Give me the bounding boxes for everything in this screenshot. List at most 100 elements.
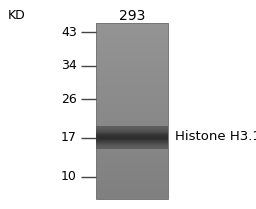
Bar (96, 128, 168, 130)
Bar (96, 33, 168, 35)
Bar (96, 80, 168, 82)
Bar (96, 138, 168, 139)
Bar (96, 50, 168, 52)
Bar (96, 131, 168, 133)
Text: 34: 34 (61, 59, 77, 72)
Bar (96, 31, 168, 33)
Bar (96, 146, 168, 147)
Text: KD: KD (8, 9, 25, 22)
Bar (96, 34, 168, 36)
Bar (96, 176, 168, 178)
Bar (96, 182, 168, 184)
Bar (96, 61, 168, 62)
Bar (96, 59, 168, 61)
Bar (96, 43, 168, 45)
Bar (96, 116, 168, 118)
Bar (96, 91, 168, 93)
Bar (96, 135, 168, 137)
Bar (96, 185, 168, 187)
Bar (96, 53, 168, 55)
Bar (96, 42, 168, 43)
Bar (96, 128, 168, 129)
Bar (96, 163, 168, 165)
Bar (96, 136, 168, 137)
Bar (96, 181, 168, 182)
Bar (96, 94, 168, 96)
Bar (96, 135, 168, 136)
Bar (96, 167, 168, 169)
Bar (96, 62, 168, 64)
Bar (96, 122, 168, 124)
Bar (96, 77, 168, 79)
Bar (96, 23, 168, 24)
Bar (96, 156, 168, 158)
Bar (96, 83, 168, 84)
Bar (96, 39, 168, 41)
Bar (96, 142, 168, 143)
Bar (96, 192, 168, 194)
Bar (96, 126, 168, 128)
Bar (96, 37, 168, 39)
Bar (96, 139, 168, 140)
Bar (96, 87, 168, 89)
Bar (96, 188, 168, 190)
Bar (96, 137, 168, 139)
Bar (96, 49, 168, 51)
Bar (96, 197, 168, 199)
Bar (96, 170, 168, 172)
Bar (96, 191, 168, 193)
Bar (96, 150, 168, 152)
Text: Histone H3.1: Histone H3.1 (175, 130, 256, 143)
Bar (96, 115, 168, 117)
Bar (96, 81, 168, 83)
Bar (96, 130, 168, 131)
Bar (96, 154, 168, 156)
Bar (96, 58, 168, 60)
Bar (96, 112, 168, 114)
Text: 43: 43 (61, 26, 77, 39)
Bar (96, 97, 168, 99)
Bar (96, 47, 168, 49)
Bar (96, 164, 168, 166)
Bar (96, 143, 168, 144)
Bar (96, 90, 168, 92)
Bar (96, 46, 168, 48)
Bar (96, 145, 168, 146)
Bar (96, 179, 168, 181)
Bar (96, 186, 168, 188)
Bar (96, 147, 168, 149)
Bar (96, 88, 168, 90)
Bar (96, 65, 168, 67)
Bar (96, 148, 168, 149)
Bar (96, 56, 168, 58)
Bar (96, 189, 168, 191)
Bar (96, 69, 168, 71)
Bar (96, 129, 168, 130)
Bar (96, 129, 168, 131)
Bar (96, 151, 168, 153)
Bar (96, 141, 168, 143)
Bar (96, 144, 168, 145)
Bar (96, 143, 168, 144)
Bar (96, 131, 168, 132)
Bar (96, 27, 168, 29)
Bar (96, 106, 168, 108)
Bar (96, 72, 168, 74)
Bar (96, 140, 168, 141)
Bar (96, 127, 168, 128)
Bar (96, 134, 168, 135)
Bar (96, 126, 168, 127)
Bar (96, 145, 168, 147)
Bar (96, 55, 168, 57)
Bar (96, 159, 168, 161)
Bar (96, 40, 168, 42)
Bar (96, 153, 168, 155)
Bar (96, 85, 168, 87)
Bar (96, 134, 168, 136)
Text: 17: 17 (61, 131, 77, 144)
Bar (96, 184, 168, 185)
Bar (96, 24, 168, 26)
Bar (96, 144, 168, 146)
Bar (96, 146, 168, 147)
Bar (96, 102, 168, 103)
